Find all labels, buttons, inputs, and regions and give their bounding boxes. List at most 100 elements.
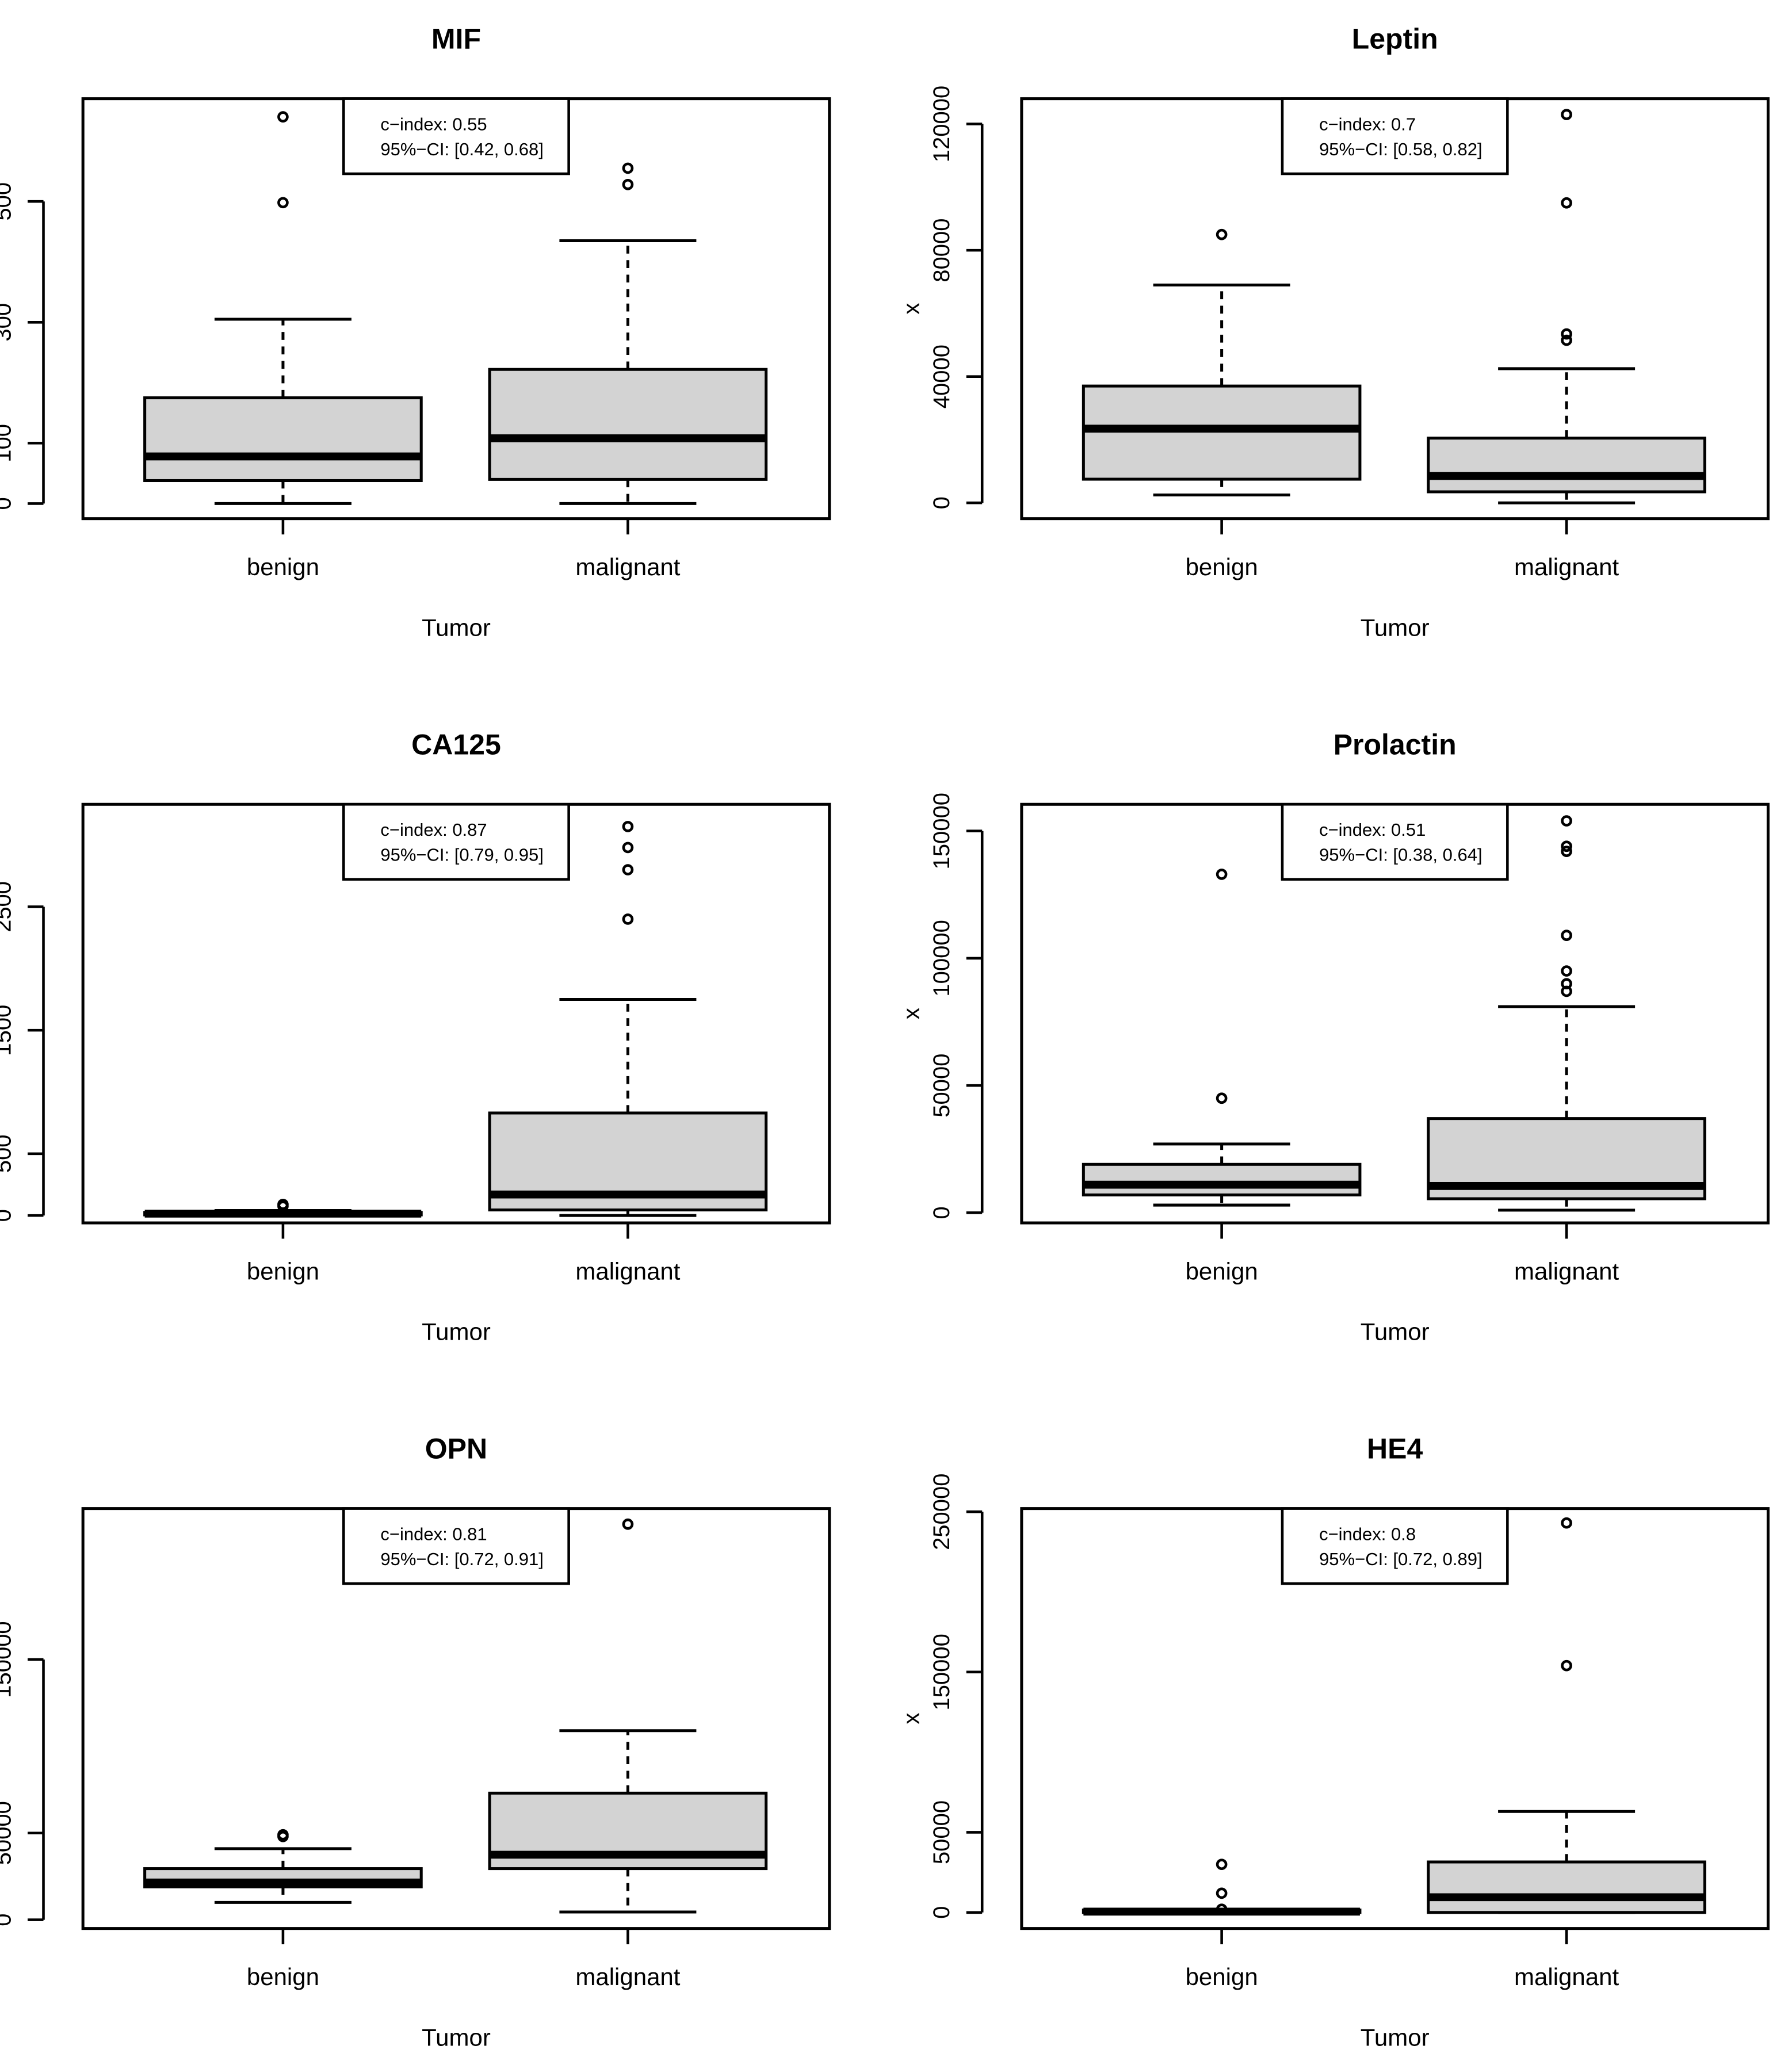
y-tick-label: 150000 (929, 1634, 954, 1710)
outlier-point (1561, 1517, 1572, 1529)
y-tick-label: 0 (929, 1206, 954, 1219)
outlier-point (277, 111, 289, 123)
x-axis-label: Tumor (1361, 1318, 1430, 1345)
legend-box (1281, 802, 1509, 881)
y-tick-label: 0 (0, 1913, 16, 1926)
y-axis-label: x (899, 1008, 924, 1019)
x-category-label: benign (247, 1963, 319, 1990)
outlier-point (1561, 965, 1572, 977)
outlier-point (1561, 930, 1572, 941)
x-category-label: benign (247, 553, 319, 580)
x-category-label: benign (1186, 1963, 1258, 1990)
legend: c−index: 0.7 95%−CI: [0.58, 0.82] (1281, 97, 1509, 175)
outlier-point (277, 1829, 289, 1841)
x-category-label: malignant (575, 1963, 680, 1990)
y-tick-label: 40000 (929, 345, 954, 408)
y-axis: 0 50000 150000 (0, 1621, 45, 1926)
y-tick-label: 500 (0, 182, 16, 221)
panel-title: Prolactin (1334, 728, 1457, 760)
legend-box (342, 1507, 570, 1585)
legend-text: c−index: 0.51 (1319, 820, 1426, 840)
y-tick-label: 0 (929, 1906, 954, 1919)
box-malignant (1427, 109, 1706, 504)
panel-mif: MIF 0 100 300 500 benign malignant Tumor c−index… (0, 23, 831, 641)
outlier-point (1561, 840, 1572, 852)
y-tick-label: 2500 (0, 881, 16, 932)
outlier-point (1561, 328, 1572, 340)
x-category-label: malignant (1514, 1963, 1619, 1990)
iqr-box (143, 396, 423, 483)
x-category-label: benign (247, 1257, 319, 1284)
outlier-point (1561, 978, 1572, 990)
outlier-point (1216, 1858, 1228, 1871)
y-tick-label: 80000 (929, 218, 954, 282)
panel-leptin: Leptin 0 40000 80000 120000 x benign malignant T… (899, 23, 1770, 641)
panel-title: CA125 (411, 728, 501, 760)
x-axis-label: Tumor (422, 2024, 491, 2051)
x-axis-label: Tumor (1361, 614, 1430, 641)
y-tick-label: 0 (929, 496, 954, 509)
outlier-point (622, 842, 634, 854)
y-tick-label: 50000 (929, 1054, 954, 1118)
y-tick-label: 120000 (929, 86, 954, 162)
iqr-box (488, 368, 768, 481)
panel-title: MIF (431, 23, 481, 55)
y-tick-label: 50000 (929, 1800, 954, 1864)
y-axis: 0 40000 80000 120000 (929, 86, 984, 509)
x-axis: benign malignant (247, 1223, 681, 1284)
legend: c−index: 0.8 95%−CI: [0.72, 0.89] (1281, 1507, 1509, 1585)
panel-opn: OPN 0 50000 150000 benign malignant Tumor c−ind… (0, 1433, 831, 2051)
outlier-point (1561, 846, 1572, 857)
x-axis-label: Tumor (422, 1318, 491, 1345)
y-axis-label: x (899, 303, 924, 315)
outlier-point (1561, 1659, 1572, 1672)
legend-text: 95%−CI: [0.42, 0.68] (380, 139, 544, 159)
legend-box (342, 97, 570, 175)
legend: c−index: 0.87 95%−CI: [0.79, 0.95] (342, 802, 570, 881)
panel-ca125: CA125 0 500 1500 2500 benign malignant Tumor c−i… (0, 728, 831, 1345)
y-tick-label: 300 (0, 303, 16, 342)
outlier-point (622, 162, 634, 174)
y-tick-label: 500 (0, 1134, 16, 1173)
y-axis: 0 50000 100000 150000 (929, 793, 984, 1219)
box-benign (1082, 228, 1362, 497)
outlier-point (1216, 1887, 1228, 1899)
panel-he4: HE4 0 50000 150000 250000 x benign malignant Tum… (899, 1433, 1770, 2051)
y-tick-label: 150000 (929, 793, 954, 869)
panel-prolactin: Prolactin 0 50000 100000 150000 x benign malign… (899, 728, 1770, 1345)
box-benign (143, 111, 423, 505)
legend-box (342, 802, 570, 881)
y-tick-label: 0 (0, 497, 16, 510)
outlier-point (1216, 1092, 1228, 1104)
legend-text: c−index: 0.7 (1319, 114, 1416, 135)
legend: c−index: 0.51 95%−CI: [0.38, 0.64] (1281, 802, 1509, 881)
y-axis-label: x (899, 1713, 924, 1724)
outlier-point (622, 178, 634, 190)
outlier-point (1216, 869, 1228, 880)
box-benign (143, 1198, 423, 1218)
iqr-box (1427, 437, 1706, 494)
y-tick-label: 250000 (929, 1473, 954, 1550)
box-malignant (1427, 815, 1706, 1212)
outlier-point (622, 821, 634, 832)
legend-box (1281, 97, 1509, 175)
y-axis: 0 500 1500 2500 (0, 881, 45, 1222)
x-axis-label: Tumor (1361, 2024, 1430, 2051)
legend-text: 95%−CI: [0.38, 0.64] (1319, 845, 1482, 865)
legend-text: c−index: 0.81 (380, 1524, 487, 1544)
x-axis: benign malignant (1186, 1928, 1619, 1990)
x-axis: benign malignant (247, 1928, 681, 1990)
outlier-point (622, 1518, 634, 1530)
x-category-label: malignant (575, 1257, 680, 1284)
panel-title: HE4 (1367, 1433, 1423, 1465)
x-axis-label: Tumor (422, 614, 491, 641)
x-axis: benign malignant (247, 518, 681, 580)
y-tick-label: 1500 (0, 1005, 16, 1056)
iqr-box (1082, 1162, 1362, 1196)
outlier-point (1561, 815, 1572, 827)
outlier-point (1561, 334, 1572, 346)
legend-text: c−index: 0.8 (1319, 1524, 1416, 1544)
y-tick-label: 100 (0, 424, 16, 462)
legend-text: c−index: 0.87 (380, 820, 487, 840)
y-tick-label: 150000 (0, 1621, 16, 1697)
